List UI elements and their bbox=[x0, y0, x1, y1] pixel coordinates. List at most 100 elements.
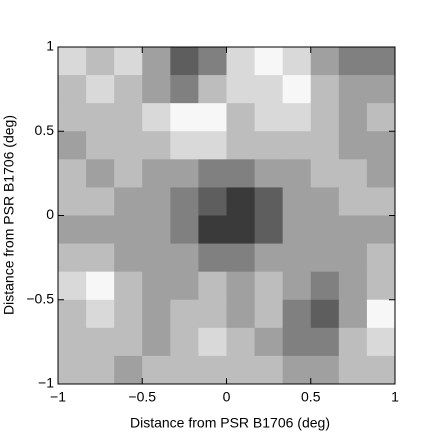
contour-cell bbox=[142, 271, 171, 301]
contour-cell bbox=[310, 299, 340, 329]
contour-cell bbox=[226, 327, 256, 357]
contour-cell bbox=[142, 131, 171, 160]
contour-cell bbox=[198, 187, 227, 216]
contour-cell bbox=[86, 327, 115, 357]
contour-cell bbox=[338, 271, 368, 301]
contour-cell bbox=[226, 47, 256, 76]
contour-cell bbox=[114, 215, 143, 245]
contour-cell bbox=[142, 47, 171, 76]
contour-cell bbox=[142, 355, 171, 385]
contour-cell bbox=[86, 355, 115, 385]
y-axis-label: Distance from PSR B1706 (deg) bbox=[1, 115, 17, 315]
contour-cell bbox=[254, 215, 284, 245]
contour-cell bbox=[58, 215, 87, 245]
contour-cell bbox=[198, 103, 227, 132]
contour-cell bbox=[254, 187, 284, 216]
contour-cell bbox=[282, 159, 312, 188]
y-tick-label: −1 bbox=[38, 375, 54, 391]
contour-cell bbox=[198, 271, 227, 301]
contour-cell bbox=[198, 159, 227, 188]
contour-cell bbox=[226, 75, 256, 104]
contour-cell bbox=[114, 327, 143, 357]
x-tick-label: 0 bbox=[223, 389, 231, 405]
contour-cell bbox=[114, 243, 143, 273]
contour-cell bbox=[226, 299, 256, 329]
contour-cell bbox=[58, 131, 87, 160]
contour-cell bbox=[142, 103, 171, 132]
contour-cell bbox=[254, 355, 284, 385]
contour-cell bbox=[142, 215, 171, 245]
contour-cell bbox=[86, 243, 115, 273]
contour-cell bbox=[310, 159, 340, 188]
contour-cell bbox=[282, 47, 312, 76]
contour-cell bbox=[198, 47, 227, 76]
contour-cell bbox=[114, 75, 143, 104]
contour-cell bbox=[310, 271, 340, 301]
contour-cell bbox=[170, 187, 199, 216]
contour-cell bbox=[142, 327, 171, 357]
contour-cell bbox=[114, 159, 143, 188]
contour-cell bbox=[310, 131, 340, 160]
contour-cell bbox=[366, 187, 396, 216]
contour-cell bbox=[170, 159, 199, 188]
contour-cell bbox=[366, 299, 396, 329]
contour-cell bbox=[226, 355, 256, 385]
x-tick-label: −1 bbox=[50, 389, 66, 405]
contour-cell bbox=[170, 103, 199, 132]
contour-cell bbox=[310, 243, 340, 273]
contour-cell bbox=[58, 299, 87, 329]
contour-cell bbox=[282, 215, 312, 245]
contour-cell bbox=[310, 215, 340, 245]
contour-cell bbox=[142, 159, 171, 188]
contour-cell bbox=[114, 355, 143, 385]
contour-cell bbox=[282, 327, 312, 357]
contour-cell bbox=[86, 215, 115, 245]
contour-cell bbox=[114, 47, 143, 76]
contour-cell bbox=[254, 75, 284, 104]
contour-cell bbox=[338, 103, 368, 132]
y-tick-label: −0.5 bbox=[26, 290, 54, 306]
contour-cell bbox=[338, 355, 368, 385]
contour-cell bbox=[170, 299, 199, 329]
contour-cell bbox=[226, 159, 256, 188]
contour-cell bbox=[254, 243, 284, 273]
contour-cell bbox=[366, 355, 396, 385]
contour-cell bbox=[170, 355, 199, 385]
contour-cell bbox=[58, 75, 87, 104]
contour-cell bbox=[366, 47, 396, 76]
contour-cell bbox=[198, 75, 227, 104]
contour-cell bbox=[282, 355, 312, 385]
contour-cell bbox=[366, 215, 396, 245]
contour-cell bbox=[198, 327, 227, 357]
contour-cell bbox=[226, 187, 256, 216]
contour-cell bbox=[282, 103, 312, 132]
contour-cell bbox=[86, 187, 115, 216]
contour-cell bbox=[58, 103, 87, 132]
contour-cell bbox=[86, 47, 115, 76]
contour-cell bbox=[58, 47, 87, 76]
y-tick-label: 0.5 bbox=[35, 122, 55, 138]
contour-cell bbox=[198, 243, 227, 273]
contour-cell bbox=[226, 103, 256, 132]
x-tick-label: 0.5 bbox=[301, 389, 321, 405]
contour-cell bbox=[338, 131, 368, 160]
contour-cell bbox=[366, 103, 396, 132]
contour-cell bbox=[254, 299, 284, 329]
contour-cell bbox=[114, 299, 143, 329]
contour-cell bbox=[58, 187, 87, 216]
contour-cell bbox=[170, 131, 199, 160]
x-axis-label: Distance from PSR B1706 (deg) bbox=[130, 415, 330, 431]
contour-cell bbox=[170, 47, 199, 76]
contour-cell bbox=[226, 271, 256, 301]
contour-cell bbox=[282, 75, 312, 104]
contour-cell bbox=[310, 327, 340, 357]
contour-cell bbox=[254, 159, 284, 188]
contour-cell bbox=[338, 243, 368, 273]
contour-cell bbox=[254, 327, 284, 357]
contour-cell bbox=[366, 327, 396, 357]
contour-cell bbox=[310, 75, 340, 104]
contour-cell bbox=[58, 355, 87, 385]
contour-cell bbox=[282, 187, 312, 216]
contour-cell bbox=[338, 187, 368, 216]
contour-cell bbox=[282, 243, 312, 273]
